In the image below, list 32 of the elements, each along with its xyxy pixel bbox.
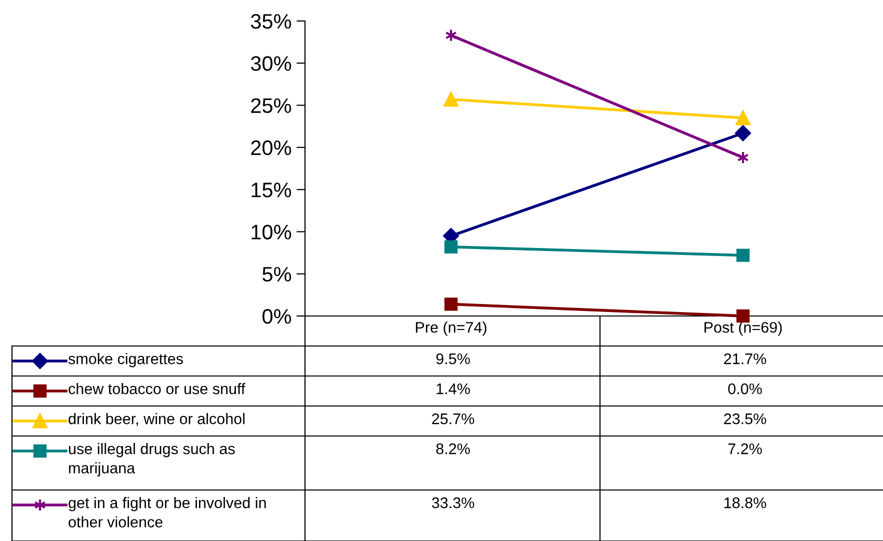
data-label: 0.0% [728, 383, 762, 394]
data-label: 18.8% [724, 497, 766, 508]
y-tick-label: 20% [251, 140, 292, 156]
point [736, 309, 750, 323]
data-label: 33.3% [432, 497, 474, 508]
x-tick-label: Pre (n=74) [416, 322, 486, 336]
legend-label: smoke cigarettes [68, 353, 183, 368]
data-label: 8.2% [436, 443, 470, 454]
y-tick-label: 15% [252, 182, 292, 198]
y-tick-label: 0% [262, 309, 292, 324]
data-label: 23.5% [724, 413, 766, 424]
y-tick-label: 5% [262, 266, 292, 282]
y-tick-label: 35% [250, 14, 292, 29]
point [444, 298, 458, 311]
legend-label: drink beer, wine or alcohol [68, 413, 244, 426]
point [736, 248, 750, 262]
point [444, 92, 458, 107]
data-label: 9.5% [436, 353, 470, 364]
y-tick-label: 30% [250, 56, 292, 71]
data-label: 7.2% [728, 443, 762, 454]
data-label: 25.7% [432, 413, 474, 424]
legend-label: get in a fight or be involved in other violence [68, 497, 266, 528]
data-label: 1.4% [436, 383, 470, 394]
data-label: 21.7% [724, 353, 766, 364]
y-tick-label: 10% [252, 224, 292, 240]
point [444, 240, 458, 254]
point [735, 125, 751, 142]
point [736, 110, 750, 126]
x-tick-label: Post (n=69) [704, 322, 782, 336]
legend-label: use illegal drugs such as marijuana [68, 443, 235, 476]
legend-label: chew tobacco or use snuff [68, 383, 246, 394]
y-tick-label: 25% [251, 98, 292, 114]
